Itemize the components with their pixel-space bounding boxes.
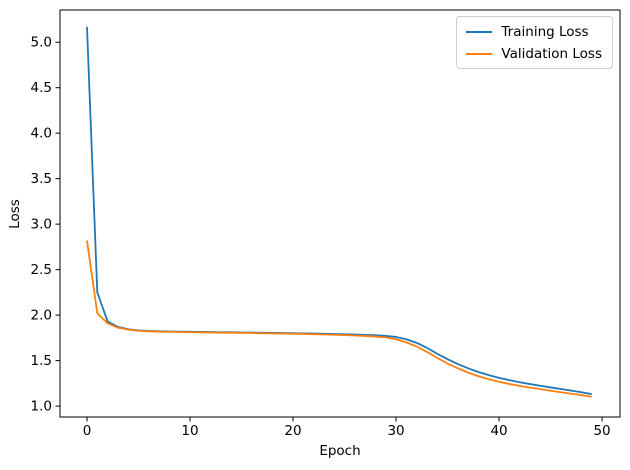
training-loss-line-swatch [466,30,493,33]
validation-loss-line-swatch [466,52,493,55]
x-tick-label: 0 [83,423,92,439]
legend-label-validation-loss: Validation Loss [501,45,602,62]
x-tick-label: 40 [490,423,507,439]
y-tick-label: 5.0 [31,35,52,51]
y-tick-label: 2.0 [31,308,52,324]
x-tick-label: 50 [593,423,610,439]
y-tick-label: 4.0 [31,126,52,142]
x-axis-label: Epoch [319,443,361,459]
validation-loss-line [86,240,592,398]
legend-item-validation-loss: Validation Loss [466,45,602,62]
y-axis-label: Loss [7,199,23,229]
y-tick-label: 3.5 [31,171,52,187]
training-loss-line [86,26,592,395]
y-tick-label: 3.0 [31,217,52,233]
x-tick-label: 20 [284,423,301,439]
legend-label-training-loss: Training Loss [501,23,589,40]
y-tick-label: 1.0 [31,399,52,415]
x-tick-label: 10 [181,423,198,439]
axes-spines [59,9,621,418]
legend-item-training-loss: Training Loss [466,23,602,40]
y-tick-label: 2.5 [31,262,52,278]
x-tick-label: 30 [387,423,404,439]
legend: Training Loss Validation Loss [456,16,613,69]
y-tick-label: 4.5 [31,80,52,96]
y-tick-label: 1.5 [31,353,52,369]
